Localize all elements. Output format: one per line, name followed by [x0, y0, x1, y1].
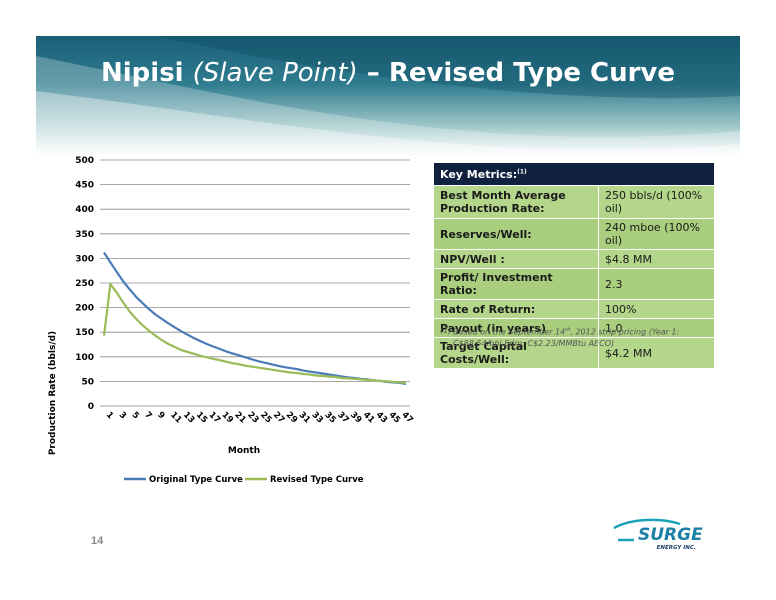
x-tick-label: 5	[130, 410, 141, 421]
x-tick-label: 7	[142, 410, 153, 421]
x-tick-label: 39	[348, 410, 363, 425]
metric-label: Profit/ Investment Ratio:	[434, 269, 599, 300]
x-tick-label: 3	[117, 410, 128, 421]
metric-value: 250 bbls/d (100% oil)	[599, 186, 715, 219]
x-tick-label: 43	[374, 410, 389, 425]
title-banner	[36, 36, 740, 156]
page-number: 14	[91, 535, 103, 547]
y-tick-label: 300	[75, 254, 94, 264]
x-tick-label: 13	[181, 410, 196, 425]
y-tick-label: 100	[75, 353, 94, 363]
banner-swoosh	[36, 36, 740, 156]
title-italic: (Slave Point)	[193, 58, 358, 88]
metrics-row: Profit/ Investment Ratio: 2.3	[434, 269, 715, 300]
metrics-header-note: (1)	[517, 168, 527, 175]
x-tick-label: 1	[104, 410, 115, 421]
legend-label: Revised Type Curve	[270, 475, 364, 485]
footnote-text: Based on the September 14th, 2012 strip …	[453, 325, 710, 349]
y-tick-label: 500	[75, 156, 94, 166]
x-tick-label: 47	[399, 410, 414, 425]
metric-label: Rate of Return:	[434, 300, 599, 319]
x-tick-label: 33	[309, 410, 324, 425]
x-tick-label: 27	[271, 410, 286, 425]
logo-subtitle: ENERGY INC.	[657, 545, 696, 551]
y-tick-label: 450	[75, 181, 94, 191]
x-tick-label: 25	[258, 410, 273, 425]
x-tick-label: 23	[245, 410, 260, 425]
metrics-row: NPV/Well : $4.8 MM	[434, 250, 715, 269]
slide-title: Nipisi (Slave Point) – Revised Type Curv…	[36, 58, 740, 88]
metric-label: Best Month Average Production Rate:	[434, 186, 599, 219]
series-line-1	[104, 284, 406, 383]
x-tick-label: 45	[387, 410, 402, 425]
x-tick-labels: 1 3 5 7 9 11131517192123252729313335373941434…	[104, 410, 415, 425]
metrics-header-row: Key Metrics:(1)	[434, 163, 715, 186]
metric-label: NPV/Well :	[434, 250, 599, 269]
title-rest: – Revised Type Curve	[358, 58, 675, 88]
y-axis-label: Production Rate (bbls/d)	[48, 331, 58, 455]
x-axis-label: Month	[228, 446, 260, 456]
y-tick-label: 0	[88, 402, 94, 412]
x-tick-label: 35	[322, 410, 337, 425]
metric-value: 2.3	[599, 269, 715, 300]
x-tick-label: 37	[335, 410, 350, 425]
chart-grid	[100, 160, 410, 406]
y-tick-label: 200	[75, 304, 94, 314]
y-tick-label: 350	[75, 230, 94, 240]
metric-value: $4.8 MM	[599, 250, 715, 269]
footnote-number: (1)	[440, 325, 451, 336]
legend-label: Original Type Curve	[149, 475, 243, 485]
footnote: (1) Based on the September 14th, 2012 st…	[440, 325, 710, 349]
metric-value: 100%	[599, 300, 715, 319]
chart-lines	[104, 253, 406, 384]
y-tick-labels: 0 50 100 150 200 250 300 350 400 450 500	[75, 156, 94, 412]
y-tick-label: 250	[75, 279, 94, 289]
x-tick-label: 29	[284, 410, 299, 425]
y-tick-label: 400	[75, 205, 94, 215]
title-main: Nipisi	[101, 58, 193, 88]
footnote-text-a: Based on the September 14	[453, 328, 565, 337]
x-tick-label: 19	[220, 410, 235, 425]
metric-label: Reserves/Well:	[434, 219, 599, 250]
metrics-row: Rate of Return: 100%	[434, 300, 715, 319]
x-tick-label: 41	[361, 410, 376, 425]
x-tick-label: 21	[232, 410, 247, 425]
x-tick-label: 31	[297, 410, 312, 425]
surge-logo: SURGE ENERGY INC.	[612, 516, 712, 556]
x-tick-label: 11	[168, 410, 183, 425]
logo-name: SURGE	[638, 525, 703, 545]
metrics-row: Reserves/Well: 240 mboe (100% oil)	[434, 219, 715, 250]
metrics-header-text: Key Metrics:	[440, 168, 517, 181]
y-tick-label: 50	[81, 377, 94, 387]
metrics-header: Key Metrics:(1)	[434, 163, 715, 186]
metric-value: 240 mboe (100% oil)	[599, 219, 715, 250]
y-tick-label: 150	[75, 328, 94, 338]
x-tick-label: 17	[207, 410, 222, 425]
metrics-row: Best Month Average Production Rate: 250 b…	[434, 186, 715, 219]
series-line-0	[104, 253, 406, 384]
chart-legend: Original Type Curve Revised Type Curve	[124, 475, 364, 485]
x-tick-label: 9	[155, 410, 166, 421]
x-tick-label: 15	[194, 410, 209, 425]
